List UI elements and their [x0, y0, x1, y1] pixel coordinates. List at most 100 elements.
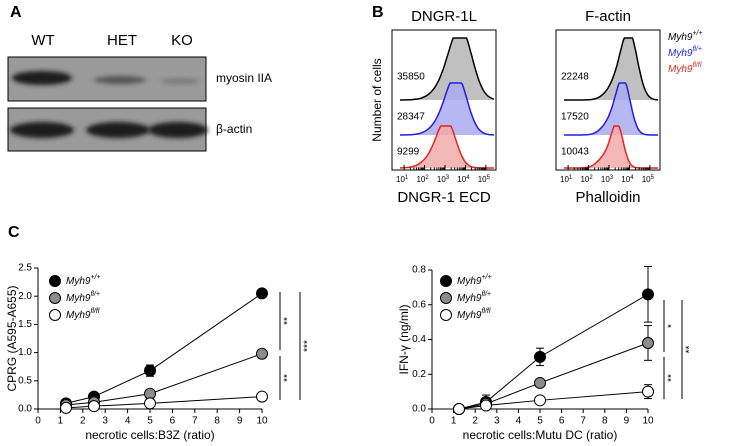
panel-letter: B	[372, 4, 384, 21]
x-tick-label: 1	[58, 416, 64, 427]
legend-label: Myh9+/+	[668, 30, 703, 43]
legend-marker	[49, 309, 61, 321]
blot-label: myosin IIA	[216, 71, 272, 85]
y-tick-label: 0.6	[412, 299, 426, 310]
legend-superscript: fl/fl	[90, 308, 99, 315]
data-point	[88, 400, 100, 413]
tick-exponent: 5	[651, 175, 655, 181]
mfi-value: 28347	[397, 112, 425, 123]
data-point	[534, 350, 546, 363]
mfi-value: 17520	[561, 112, 589, 123]
legend-name: Myh9	[668, 48, 693, 59]
y-tick-label: 0.0	[18, 404, 32, 415]
histogram-fill	[400, 126, 495, 168]
series-line	[65, 353, 263, 406]
significance-label: **	[283, 317, 294, 325]
legend-marker	[440, 309, 452, 321]
legend-superscript: +/+	[90, 274, 100, 281]
panel-letter: C	[8, 224, 20, 241]
legend-label: Myh9fl/fl	[457, 308, 491, 321]
x-tick-label: 102	[580, 175, 593, 185]
tick-exponent: 3	[446, 175, 450, 181]
histogram-line	[564, 37, 659, 101]
tick-exponent: 1	[405, 175, 409, 181]
significance-label: *	[667, 324, 678, 328]
lane-label: WT	[31, 32, 54, 49]
x-tick-label: 7	[192, 416, 198, 427]
legend-marker	[440, 292, 452, 304]
data-point	[534, 394, 546, 407]
histogram-line	[400, 82, 494, 136]
y-tick-label: 1.5	[18, 319, 32, 330]
x-axis-label: DNGR-1 ECD	[397, 189, 491, 206]
series-line	[458, 342, 649, 410]
y-axis-label: Number of cells	[370, 58, 384, 141]
legend-superscript: fl/+	[90, 291, 100, 298]
plot-title: F-actin	[585, 8, 631, 25]
tick-exponent: 4	[466, 175, 470, 181]
y-tick-label: 0.0	[412, 404, 426, 415]
legend-label: Myh9+/+	[457, 274, 492, 287]
histogram-fill	[564, 126, 659, 168]
x-tick-label: 3	[102, 416, 108, 427]
mfi-value: 9299	[397, 147, 420, 158]
tick-base: 10	[580, 175, 589, 184]
tick-base: 10	[457, 175, 466, 184]
x-tick-label: 104	[457, 175, 470, 185]
significance-label: **	[685, 346, 696, 354]
data-point	[256, 287, 268, 300]
x-tick-label: 8	[602, 416, 608, 427]
histogram-line	[400, 37, 495, 101]
data-point	[642, 288, 654, 301]
tick-exponent: 1	[569, 175, 573, 181]
data-point	[480, 399, 492, 412]
y-axis-label: IFN-γ (ng/ml)	[397, 305, 411, 375]
series-line	[65, 396, 263, 409]
mfi-value: 22248	[561, 72, 589, 83]
x-tick-label: 104	[621, 175, 634, 185]
tick-exponent: 5	[487, 175, 491, 181]
tick-exponent: 4	[630, 175, 634, 181]
x-tick-label: 5	[147, 416, 153, 427]
x-tick-label: 101	[396, 175, 409, 185]
panel-letter: A	[10, 4, 22, 21]
tick-exponent: 2	[425, 175, 429, 181]
legend-superscript: fl/fl	[692, 62, 701, 69]
data-point	[453, 403, 465, 415]
legend-name: Myh9	[66, 293, 91, 304]
histogram-line	[564, 82, 658, 136]
series-line	[458, 293, 649, 410]
significance-label: ***	[303, 340, 314, 352]
y-tick-label: 2.0	[18, 291, 32, 302]
tick-exponent: 2	[589, 175, 593, 181]
legend-superscript: +/+	[692, 30, 702, 37]
x-tick-label: 101	[560, 175, 573, 185]
legend-name: Myh9	[457, 310, 482, 321]
legend-name: Myh9	[66, 276, 91, 287]
legend-label: Myh9fl/+	[457, 291, 491, 304]
data-point	[642, 336, 654, 349]
data-point	[256, 390, 268, 403]
legend-superscript: fl/fl	[481, 308, 490, 315]
x-tick-label: 4	[516, 416, 522, 427]
x-tick-label: 103	[437, 175, 450, 185]
lane-label: HET	[107, 32, 137, 49]
x-axis-label: Phalloidin	[575, 189, 640, 206]
data-point	[642, 385, 654, 398]
x-tick-label: 6	[559, 416, 565, 427]
histogram-fill	[400, 83, 495, 135]
legend-name: Myh9	[457, 293, 482, 304]
tick-base: 10	[642, 175, 651, 184]
x-tick-label: 9	[237, 416, 243, 427]
x-tick-label: 6	[170, 416, 176, 427]
legend-marker	[49, 292, 61, 304]
tick-base: 10	[601, 175, 610, 184]
x-tick-label: 105	[642, 175, 655, 185]
data-point	[144, 364, 156, 377]
data-point	[534, 376, 546, 389]
tick-base: 10	[437, 175, 446, 184]
x-tick-label: 10	[256, 416, 268, 427]
x-axis-label: necrotic cells:B3Z (ratio)	[85, 428, 214, 442]
x-tick-label: 9	[624, 416, 630, 427]
x-tick-label: 1	[451, 416, 457, 427]
